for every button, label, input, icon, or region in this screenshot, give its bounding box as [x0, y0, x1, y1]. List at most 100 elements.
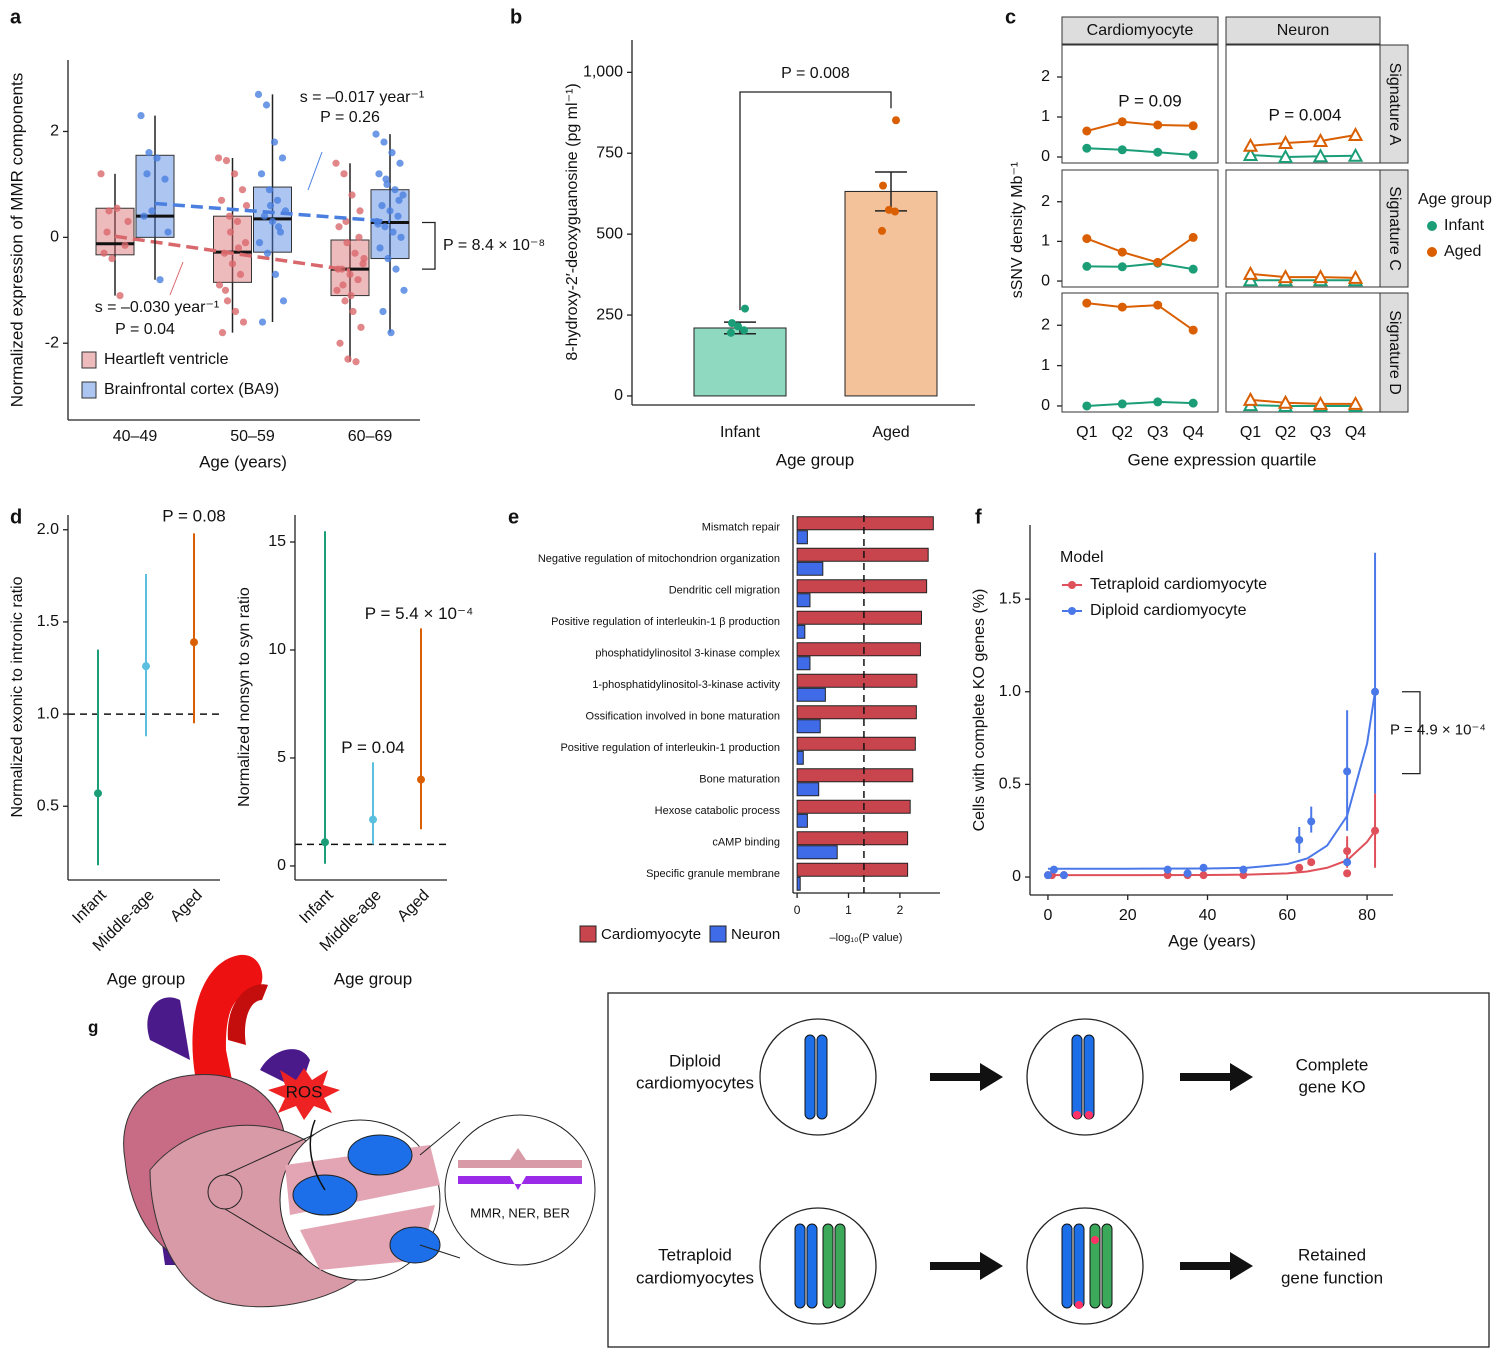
point	[382, 175, 390, 183]
point	[1277, 394, 1294, 409]
box	[135, 154, 175, 238]
point	[153, 154, 161, 162]
y-tick-label: -2	[45, 334, 59, 351]
category-label: 1-phosphatidylinositol-3-kinase activity	[592, 679, 780, 691]
legend-marker	[1068, 607, 1076, 615]
x-tick-label: Q2	[1275, 424, 1296, 441]
point	[1343, 767, 1352, 776]
x-tick-label: 1	[845, 903, 852, 917]
y-tick-label: 750	[596, 144, 623, 161]
point	[1239, 865, 1248, 874]
point	[1082, 298, 1092, 308]
schematic-box	[607, 992, 1490, 1348]
point	[97, 170, 105, 178]
x-tick-label: Q3	[1147, 424, 1168, 441]
category-label: Negative regulation of mitochondrion org…	[538, 553, 780, 565]
point	[113, 204, 121, 212]
cells	[759, 1018, 1144, 1325]
point	[1082, 261, 1092, 271]
point	[1153, 120, 1163, 130]
box	[213, 215, 252, 283]
point	[270, 138, 279, 146]
y-tick-label: 1.0	[37, 705, 59, 722]
bar	[796, 673, 918, 688]
point	[347, 291, 355, 300]
facet-label: Signature D	[1386, 310, 1403, 395]
p-label: P = 0.09	[1118, 91, 1182, 110]
nucleus	[389, 1226, 441, 1264]
point	[1117, 145, 1127, 155]
bar	[796, 862, 909, 877]
panel-letter: b	[510, 6, 522, 28]
legend-marker	[1427, 221, 1437, 231]
facet-panel	[1225, 44, 1381, 164]
point	[260, 212, 269, 220]
facet-panel	[1061, 292, 1219, 413]
point	[254, 90, 263, 99]
x-tick-label: Aged	[167, 887, 205, 925]
point	[375, 170, 383, 178]
point	[1188, 325, 1198, 335]
point	[1183, 869, 1192, 878]
series-line	[1250, 134, 1356, 147]
series-line	[1250, 272, 1356, 279]
point	[349, 307, 357, 316]
zoom-line	[419, 1244, 461, 1259]
series-line	[1250, 398, 1356, 405]
y-tick-label: 0.5	[999, 776, 1021, 793]
point	[218, 329, 227, 337]
point	[355, 233, 363, 241]
p-label: P = 0.04	[341, 738, 405, 757]
facet-strip	[1061, 16, 1219, 45]
panel-letter: a	[10, 6, 22, 28]
panel-letter: e	[508, 506, 519, 528]
point	[335, 223, 343, 231]
point	[1059, 871, 1068, 880]
point	[1117, 247, 1127, 257]
facet-label: Signature C	[1386, 186, 1403, 271]
point	[156, 276, 164, 284]
y-tick-label: 1.0	[999, 683, 1021, 700]
y-tick-label: 0	[1041, 148, 1050, 165]
point	[336, 339, 344, 347]
facet-label: Neuron	[1277, 22, 1329, 39]
point	[1343, 869, 1352, 878]
bar	[796, 579, 928, 594]
series-line	[1086, 147, 1194, 156]
x-tick-label: Aged	[394, 887, 432, 925]
facet-label: Signature A	[1386, 63, 1403, 146]
point	[1082, 234, 1092, 244]
facet-panel	[1225, 292, 1381, 413]
bar	[796, 831, 909, 846]
point	[348, 191, 356, 199]
point	[221, 286, 230, 294]
arrows	[930, 1063, 1253, 1280]
point	[1371, 826, 1380, 835]
point	[1343, 858, 1352, 867]
point	[1242, 391, 1259, 406]
x-tick-label: Q2	[1112, 424, 1133, 441]
bracket	[739, 91, 892, 311]
point	[1295, 863, 1304, 872]
point	[225, 212, 234, 220]
point	[360, 254, 368, 263]
comparison-label: P = 8.4 × 10⁻⁸	[443, 237, 545, 254]
point	[892, 116, 900, 125]
x-tick-label: Q3	[1310, 424, 1331, 441]
point	[734, 322, 742, 331]
artery	[227, 984, 268, 1045]
bar	[796, 656, 811, 671]
legend-marker	[1068, 581, 1076, 589]
diagram-g: g ROS MMR, NER, BER Diploid cardiomyocyt…	[88, 954, 1490, 1348]
facet-panel	[1061, 44, 1219, 164]
panel-letter: c	[1005, 6, 1016, 28]
row-label: Tetraploid	[658, 1245, 732, 1264]
point	[879, 181, 887, 190]
y-tick-label: 0	[1012, 868, 1021, 885]
point	[231, 307, 240, 316]
x-axis-label: Age (years)	[1168, 931, 1256, 950]
x-tick-label: 0	[794, 903, 801, 917]
point	[1307, 858, 1316, 867]
point	[105, 207, 113, 215]
point	[100, 249, 108, 257]
